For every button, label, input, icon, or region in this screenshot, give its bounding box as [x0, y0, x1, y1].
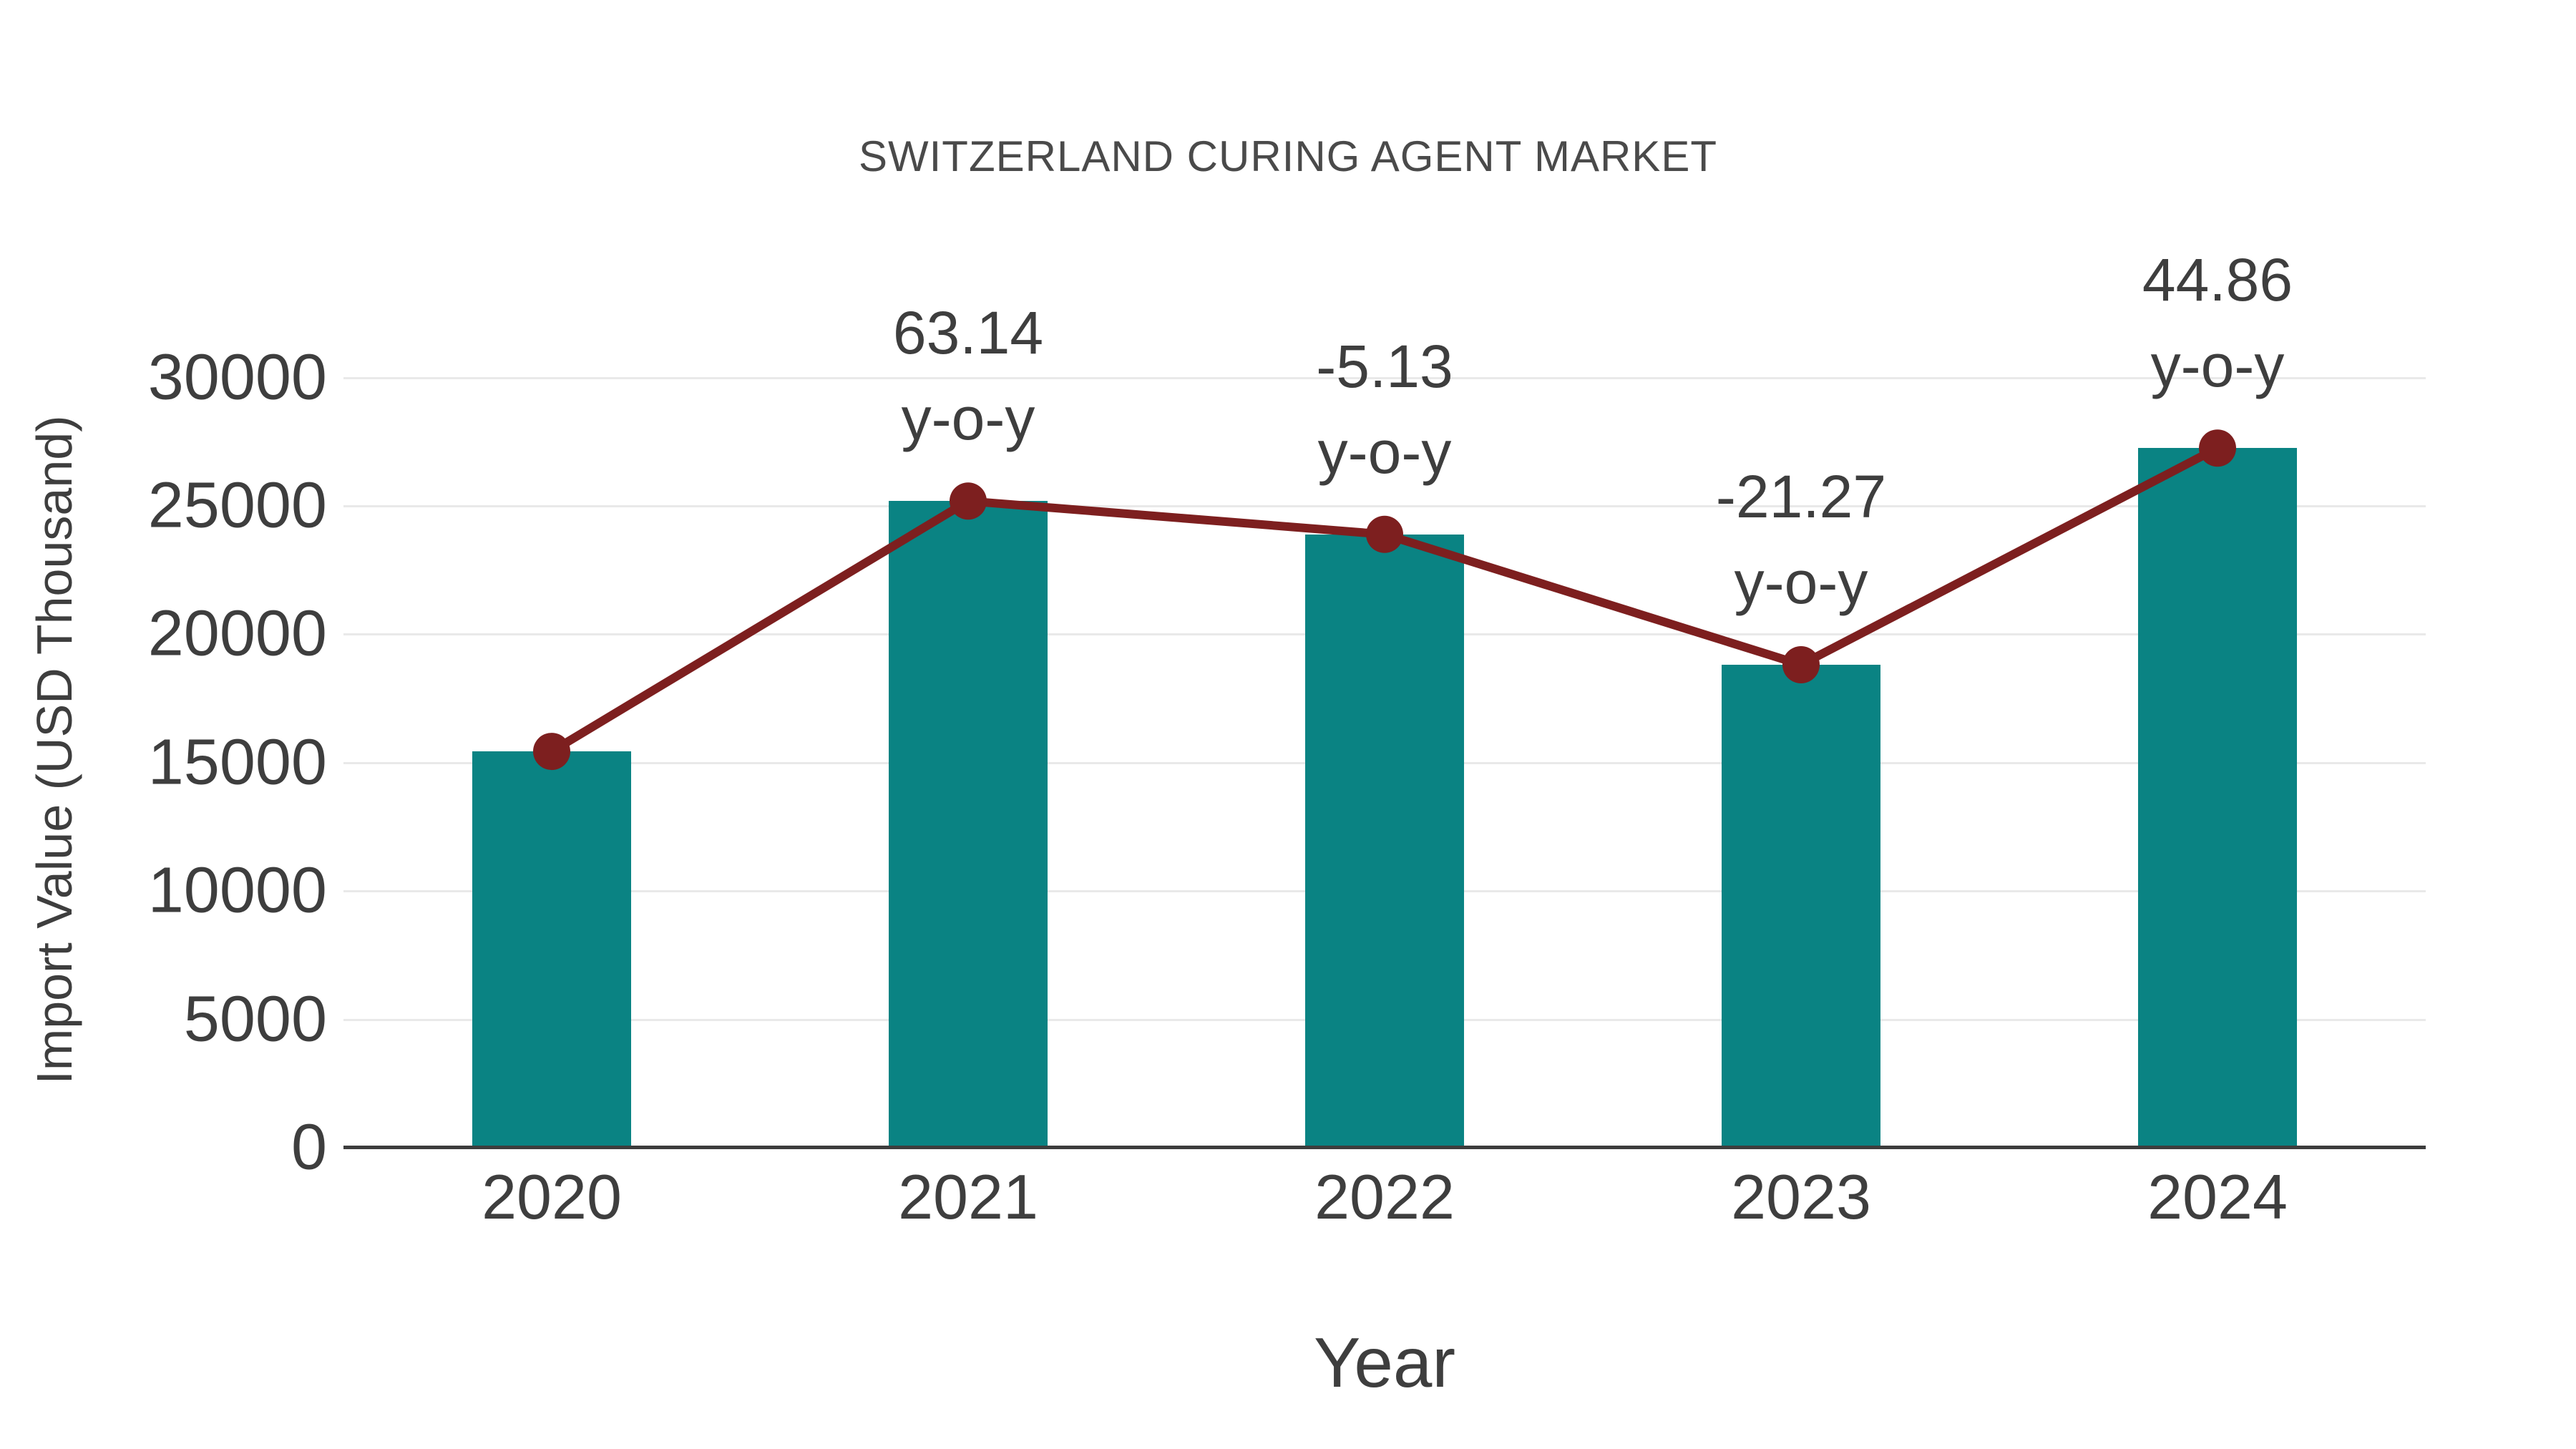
bar-2023 — [1722, 665, 1880, 1148]
yoy-annotation-2021: 63.14 y-o-y — [893, 290, 1043, 462]
trend-marker-2024 — [2199, 429, 2236, 467]
x-axis-title: Year — [1313, 1323, 1456, 1402]
x-tick-label-2024: 2024 — [2147, 1161, 2288, 1232]
bar-2024 — [2138, 448, 2297, 1148]
y-tick-label-0: 0 — [291, 1111, 327, 1184]
y-tick-label-20000: 20000 — [147, 597, 327, 670]
yoy-value: 63.14 — [892, 299, 1044, 367]
gridline-30000 — [343, 376, 2426, 379]
yoy-annotation-2023: -21.27 y-o-y — [1716, 454, 1886, 625]
y-tick-label-5000: 5000 — [183, 983, 327, 1055]
trend-marker-2020 — [533, 733, 570, 771]
gridline-25000 — [343, 505, 2426, 508]
yoy-value: -21.27 — [1715, 463, 1887, 530]
yoy-suffix: y-o-y — [1317, 418, 1452, 486]
x-tick-label-2020: 2020 — [482, 1161, 622, 1232]
yoy-annotation-2022: -5.13 y-o-y — [1316, 323, 1453, 495]
trend-marker-2023 — [1782, 645, 1820, 683]
bar-2022 — [1305, 534, 1464, 1148]
trend-marker-2022 — [1366, 515, 1403, 553]
x-tick-label-2023: 2023 — [1731, 1161, 1871, 1232]
y-tick-label-10000: 10000 — [147, 854, 327, 927]
bar-2020 — [472, 751, 631, 1148]
yoy-suffix: y-o-y — [2150, 332, 2285, 400]
bar-2021 — [889, 501, 1048, 1148]
x-tick-label-2021: 2021 — [898, 1161, 1038, 1232]
y-tick-label-25000: 25000 — [147, 469, 327, 542]
y-tick-label-15000: 15000 — [147, 726, 327, 799]
yoy-value: 44.86 — [2142, 246, 2293, 314]
plot-area: 63.14 y-o-y -5.13 y-o-y -21.27 y-o-y 44.86 y-o-… — [343, 246, 2426, 1149]
yoy-suffix: y-o-y — [901, 385, 1035, 453]
y-tick-label-30000: 30000 — [147, 341, 327, 414]
trend-layer — [533, 429, 2236, 771]
yoy-value: -5.13 — [1316, 332, 1453, 400]
x-axis-line — [343, 1146, 2426, 1149]
yoy-annotation-2024: 44.86 y-o-y — [2142, 237, 2293, 409]
yoy-suffix: y-o-y — [1734, 549, 1868, 616]
chart-title: SWITZERLAND CURING AGENT MARKET — [858, 132, 1717, 180]
trend-marker-2021 — [950, 482, 987, 520]
x-tick-label-2022: 2022 — [1314, 1161, 1455, 1232]
